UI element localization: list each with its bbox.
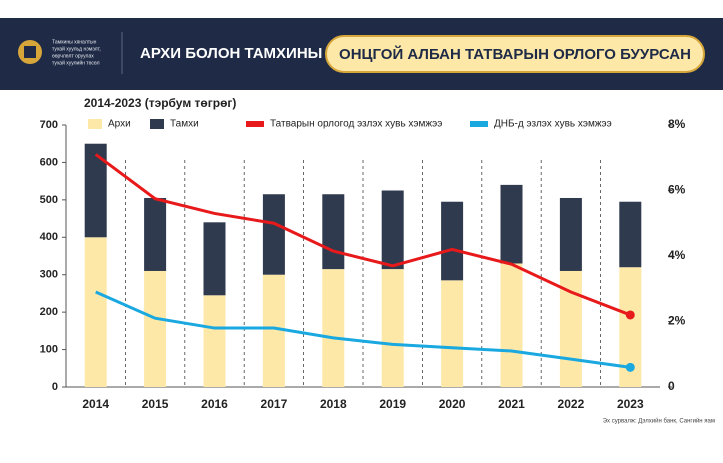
header-highlight: ОНЦГОЙ АЛБАН ТАТВАРЫН ОРЛОГО БУУРСАН xyxy=(339,45,691,63)
y2-tick-label: 0 xyxy=(668,379,675,393)
legend-label: Архи xyxy=(108,119,131,130)
y-tick-label: 400 xyxy=(40,231,58,243)
bar xyxy=(262,194,285,275)
bar xyxy=(619,267,642,387)
bar xyxy=(203,222,226,296)
x-tick-label: 2018 xyxy=(320,397,347,411)
bar xyxy=(559,197,582,271)
x-tick-label: 2016 xyxy=(201,397,228,411)
legend-label: Тамхи xyxy=(170,119,199,130)
line-end-marker xyxy=(625,362,635,372)
bar xyxy=(500,263,523,387)
bar xyxy=(619,201,642,268)
x-tick-label: 2019 xyxy=(379,397,406,411)
chart-subtitle: 2014-2023 (тэрбум төгрөг) xyxy=(84,96,236,110)
bar xyxy=(500,184,523,264)
y2-tick-label: 2% xyxy=(668,314,686,328)
y2-tick-label: 4% xyxy=(668,248,686,262)
y-tick-label: 100 xyxy=(40,343,58,355)
legend-swatch xyxy=(470,121,488,127)
line-series xyxy=(94,153,631,317)
x-tick-label: 2022 xyxy=(558,397,585,411)
bar xyxy=(381,190,404,270)
org-line: тухай хуульд нэмэлт, xyxy=(52,45,101,52)
bar xyxy=(322,269,345,387)
bar xyxy=(84,237,107,387)
y-tick-label: 200 xyxy=(40,306,58,318)
y-tick-label: 0 xyxy=(52,381,58,393)
bar xyxy=(203,295,226,387)
y-tick-label: 700 xyxy=(40,119,58,131)
bar xyxy=(381,269,404,387)
legend-label: Татварын орлогод эзлэх хувь хэмжээ xyxy=(270,119,442,130)
bar xyxy=(322,194,345,270)
legend-swatch xyxy=(150,119,164,129)
source-note: Эх сурвалж: Дэлхийн банк, Сангийн яам xyxy=(603,418,715,425)
bar xyxy=(441,201,464,281)
y2-tick-label: 6% xyxy=(668,183,686,197)
highlight-pill xyxy=(325,35,705,73)
x-tick-label: 2020 xyxy=(439,397,466,411)
logo-inner xyxy=(24,46,36,58)
x-tick-label: 2023 xyxy=(617,397,644,411)
bar xyxy=(144,270,167,387)
y-tick-label: 500 xyxy=(40,194,58,206)
y-tick-label: 600 xyxy=(40,156,58,168)
bar xyxy=(84,143,107,238)
header-title: АРХИ БОЛОН ТАМХИНЫ xyxy=(140,45,322,62)
org-line: тухай хуулийн төсөл xyxy=(52,59,100,66)
line-series xyxy=(95,290,631,369)
org-text: Тамхины хяналтын тухай хуульд нэмэлт, өө… xyxy=(52,39,101,66)
bar xyxy=(144,197,167,271)
legend-label: ДНБ-д эзлэх хувь хэмжээ xyxy=(494,119,612,130)
y-tick-label: 300 xyxy=(40,269,58,281)
legend-swatch xyxy=(246,121,264,127)
org-line: Тамхины хяналтын xyxy=(52,39,97,45)
y2-tick-label: 8% xyxy=(668,117,686,131)
bar xyxy=(262,274,285,387)
line-end-marker xyxy=(625,310,635,320)
x-tick-label: 2014 xyxy=(82,397,109,411)
org-line: өөрчлөлт оруулах xyxy=(52,53,94,59)
x-tick-label: 2015 xyxy=(142,397,169,411)
x-tick-label: 2021 xyxy=(498,397,525,411)
bar xyxy=(441,280,464,387)
legend-swatch xyxy=(88,119,102,129)
x-tick-label: 2017 xyxy=(261,397,288,411)
